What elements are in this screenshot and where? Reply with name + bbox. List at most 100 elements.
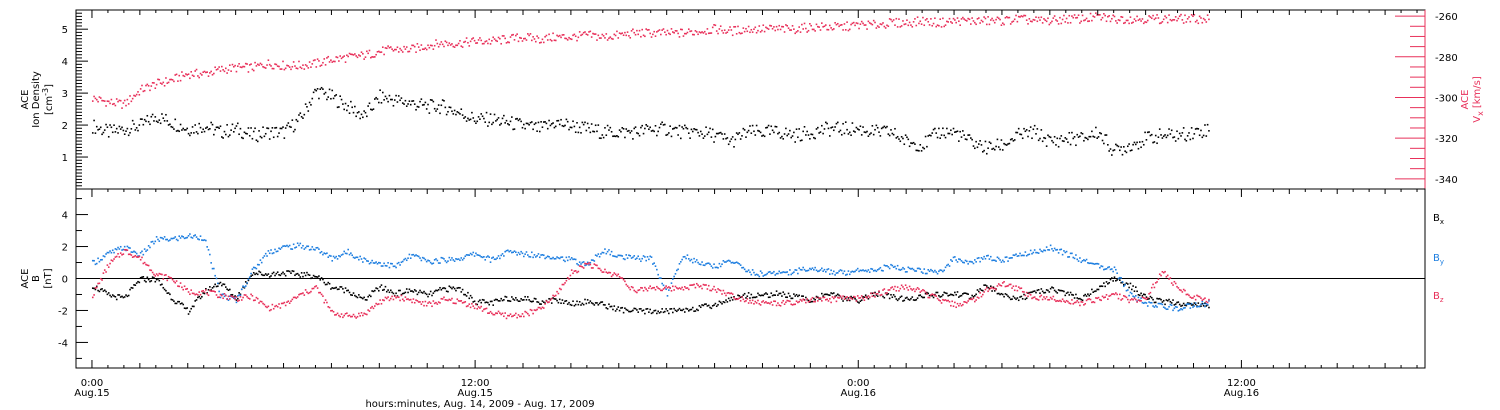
vx-point bbox=[247, 71, 250, 73]
vx-point bbox=[774, 29, 777, 32]
density-point bbox=[693, 128, 695, 130]
by-point bbox=[508, 250, 510, 253]
vx-point bbox=[871, 23, 874, 26]
vx-point bbox=[586, 34, 589, 36]
density-point bbox=[190, 132, 193, 134]
vx-point bbox=[1055, 19, 1057, 21]
bz-point bbox=[1125, 296, 1128, 299]
density-point bbox=[791, 135, 794, 137]
bx-point bbox=[287, 270, 290, 272]
vx-point bbox=[594, 33, 597, 35]
density-point bbox=[790, 136, 793, 139]
vx-point bbox=[1136, 15, 1138, 18]
bz-point bbox=[407, 298, 409, 300]
bz-point bbox=[709, 289, 711, 292]
by-point bbox=[777, 272, 779, 275]
density-point bbox=[1007, 143, 1009, 145]
density-point bbox=[606, 124, 609, 127]
by-point bbox=[161, 237, 163, 239]
vx-point bbox=[670, 28, 673, 30]
by-point bbox=[911, 267, 914, 270]
density-point bbox=[215, 126, 218, 129]
bz-point bbox=[403, 300, 405, 302]
bz-point bbox=[669, 287, 671, 289]
bz-point bbox=[532, 312, 534, 315]
bz-point bbox=[569, 274, 572, 277]
vx-point bbox=[906, 19, 908, 21]
bx-point bbox=[1197, 302, 1200, 304]
vx-point bbox=[1148, 15, 1150, 17]
bz-point bbox=[137, 256, 139, 258]
density-point bbox=[903, 143, 906, 146]
bx-point bbox=[367, 295, 369, 298]
density-point bbox=[1138, 141, 1141, 143]
bx-point bbox=[320, 277, 323, 279]
density-point bbox=[851, 122, 854, 124]
density-point bbox=[970, 137, 972, 139]
bz-point bbox=[956, 302, 959, 305]
bx-point bbox=[608, 303, 610, 306]
bx-point bbox=[366, 299, 368, 301]
density-point bbox=[751, 124, 754, 127]
vx-point bbox=[1032, 18, 1035, 21]
density-point bbox=[552, 122, 554, 124]
bx-point bbox=[1142, 293, 1145, 296]
bz-point bbox=[1182, 288, 1185, 291]
density-point bbox=[419, 100, 421, 103]
density-point bbox=[783, 133, 786, 135]
vx-point bbox=[835, 23, 838, 26]
by-point bbox=[246, 282, 248, 284]
bz-point bbox=[628, 286, 630, 289]
by-point bbox=[346, 252, 348, 255]
bx-point bbox=[461, 288, 464, 291]
bz-point bbox=[449, 299, 452, 301]
density-point bbox=[368, 102, 371, 105]
bz-point bbox=[280, 302, 283, 305]
vx-point bbox=[91, 100, 94, 102]
by-point bbox=[896, 264, 899, 267]
bz-point bbox=[902, 286, 904, 288]
vx-point bbox=[374, 56, 376, 58]
density-point bbox=[1154, 134, 1157, 137]
by-point bbox=[174, 236, 177, 238]
by-point bbox=[437, 262, 440, 264]
bx-point bbox=[759, 294, 762, 297]
bz-point bbox=[509, 313, 512, 315]
density-point bbox=[488, 121, 491, 124]
bz-point bbox=[467, 305, 469, 307]
density-point bbox=[366, 115, 368, 118]
bx-point bbox=[97, 289, 99, 292]
bz-point bbox=[718, 289, 721, 291]
density-point bbox=[1112, 149, 1114, 152]
bz-point bbox=[335, 313, 338, 316]
density-point bbox=[871, 125, 874, 127]
vx-point bbox=[133, 94, 135, 97]
bx-point bbox=[1150, 296, 1153, 299]
vx-point bbox=[330, 59, 332, 61]
bz-point bbox=[202, 289, 204, 292]
bz-point bbox=[1016, 289, 1019, 292]
vx-point bbox=[817, 25, 819, 28]
bz-point bbox=[1097, 296, 1100, 299]
bz-point bbox=[1133, 297, 1136, 300]
bz-point bbox=[266, 306, 268, 309]
density-point bbox=[354, 105, 356, 108]
density-point bbox=[934, 127, 936, 130]
by-point bbox=[782, 271, 785, 273]
bz-point bbox=[118, 256, 121, 258]
vx-point bbox=[295, 67, 298, 69]
bz-point bbox=[242, 296, 244, 299]
bx-point bbox=[947, 294, 949, 297]
bz-point bbox=[711, 288, 714, 290]
bx-point bbox=[550, 302, 553, 304]
bx-point bbox=[755, 296, 758, 298]
bx-point bbox=[896, 299, 899, 302]
bx-point bbox=[360, 296, 363, 299]
density-point bbox=[548, 119, 550, 122]
vx-point bbox=[344, 61, 347, 63]
bz-point bbox=[1099, 298, 1101, 301]
bz-point bbox=[327, 305, 330, 308]
by-point bbox=[509, 249, 512, 252]
density-point bbox=[235, 125, 238, 127]
density-point bbox=[960, 136, 963, 138]
